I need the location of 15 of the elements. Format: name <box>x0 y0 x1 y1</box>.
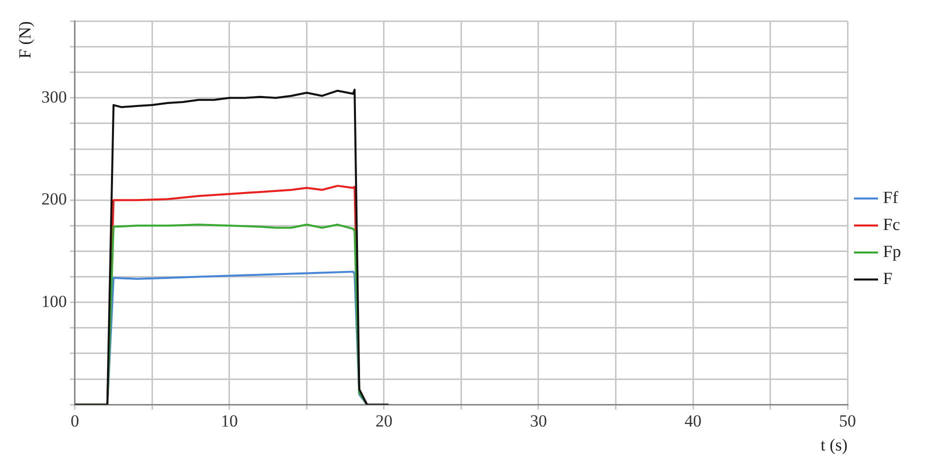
x-tick-label: 40 <box>684 412 702 431</box>
x-tick-label: 50 <box>839 412 856 431</box>
x-tick-label: 10 <box>220 412 238 431</box>
y-tick-label: 100 <box>41 292 67 311</box>
legend-label: F <box>883 268 893 288</box>
legend-label: Fc <box>883 214 900 234</box>
x-tick-label: 20 <box>375 412 392 431</box>
x-axis-title: t (s) <box>820 435 848 454</box>
y-tick-label: 200 <box>41 190 67 209</box>
legend-label: Fp <box>883 242 902 261</box>
x-tick-label: 0 <box>70 412 80 431</box>
y-tick-label: 300 <box>41 87 67 106</box>
x-tick-label: 30 <box>530 412 547 431</box>
legend-label: Ff <box>883 188 898 207</box>
y-axis-title: F (N) <box>16 21 35 59</box>
